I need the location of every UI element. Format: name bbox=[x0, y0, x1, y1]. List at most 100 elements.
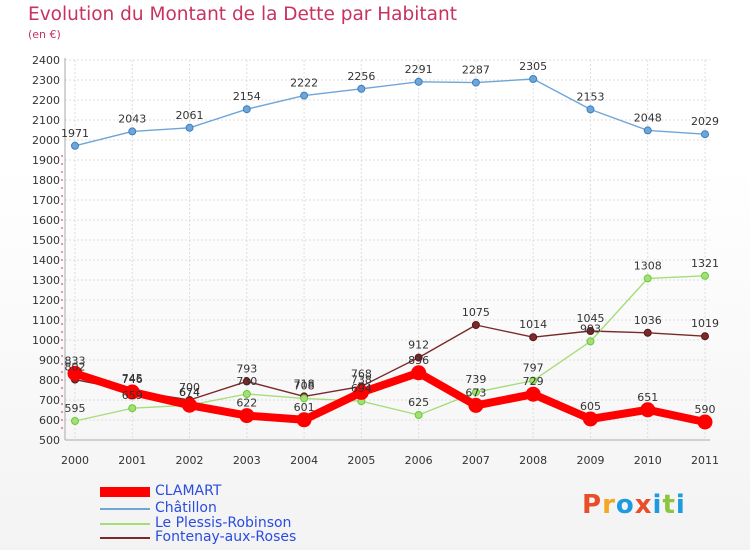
data-point bbox=[525, 386, 541, 402]
data-point bbox=[128, 127, 137, 136]
data-label: 768 bbox=[351, 367, 372, 380]
data-point bbox=[471, 78, 480, 87]
axes bbox=[61, 58, 710, 441]
data-label: 730 bbox=[236, 375, 257, 388]
x-tick-label: 2011 bbox=[691, 454, 719, 467]
x-tick-label: 2006 bbox=[405, 454, 433, 467]
data-label: 700 bbox=[179, 381, 200, 394]
x-tick-label: 2007 bbox=[462, 454, 490, 467]
legend-label: Châtillon bbox=[155, 500, 217, 516]
data-point bbox=[529, 75, 538, 83]
data-label: 729 bbox=[523, 375, 544, 388]
chart-title: Evolution du Montant de la Dette par Hab… bbox=[28, 4, 457, 25]
series-line-0 bbox=[73, 368, 706, 426]
x-tick-label: 2001 bbox=[118, 454, 146, 467]
y-tick-label: 2300 bbox=[32, 74, 60, 87]
data-label: 836 bbox=[408, 354, 429, 367]
data-point bbox=[414, 77, 423, 86]
data-label: 746 bbox=[122, 373, 143, 386]
data-point bbox=[468, 397, 484, 413]
data-label: 993 bbox=[580, 322, 601, 335]
data-label: 674 bbox=[179, 386, 200, 399]
x-tick-label: 2010 bbox=[634, 454, 662, 467]
data-label: 2154 bbox=[233, 90, 261, 103]
data-point bbox=[239, 408, 255, 424]
data-label: 1971 bbox=[61, 127, 89, 140]
data-point bbox=[300, 394, 309, 403]
x-tick-label: 2004 bbox=[290, 454, 318, 467]
data-label: 738 bbox=[351, 373, 372, 386]
data-point bbox=[242, 390, 251, 398]
y-tick-label: 1300 bbox=[32, 274, 60, 287]
series-points bbox=[67, 75, 713, 430]
data-label: 659 bbox=[122, 389, 143, 402]
data-label: 694 bbox=[351, 382, 372, 395]
series-line-1 bbox=[74, 78, 706, 147]
logo-letter: t bbox=[662, 490, 676, 520]
data-point bbox=[353, 384, 369, 400]
series-lines bbox=[73, 78, 706, 426]
data-point bbox=[529, 376, 538, 385]
data-label: 793 bbox=[236, 362, 257, 375]
y-tick-label: 900 bbox=[39, 354, 60, 367]
data-label: 718 bbox=[294, 377, 315, 390]
data-label: 1014 bbox=[519, 318, 547, 331]
legend-label: CLAMART bbox=[155, 483, 222, 499]
logo-letter: o bbox=[615, 490, 635, 520]
data-point bbox=[586, 327, 595, 335]
x-tick-label: 2009 bbox=[576, 454, 604, 467]
legend-label: Fontenay-aux-Roses bbox=[155, 529, 297, 545]
data-label: 1308 bbox=[634, 259, 662, 272]
y-tick-label: 2100 bbox=[32, 114, 60, 127]
data-label: 2153 bbox=[576, 90, 604, 103]
y-tick-label: 2000 bbox=[32, 134, 60, 147]
data-point bbox=[414, 353, 423, 362]
y-tick-label: 600 bbox=[39, 414, 60, 427]
logo-letter: i bbox=[675, 490, 686, 520]
data-point bbox=[128, 404, 137, 413]
logo-letter: x bbox=[634, 490, 653, 520]
data-point bbox=[697, 414, 713, 430]
data-point bbox=[582, 411, 598, 427]
data-label: 2291 bbox=[405, 63, 433, 76]
data-label: 595 bbox=[65, 402, 86, 415]
x-tick-label: 2008 bbox=[519, 454, 547, 467]
data-point bbox=[357, 84, 366, 93]
legend-label: Le Plessis-Robinson bbox=[155, 515, 292, 531]
data-label: 745 bbox=[122, 372, 143, 385]
data-point bbox=[643, 126, 652, 135]
data-point bbox=[471, 321, 480, 329]
data-point bbox=[586, 105, 595, 114]
x-tick-label: 2005 bbox=[347, 454, 375, 467]
data-point bbox=[300, 91, 309, 100]
data-label: 833 bbox=[65, 354, 86, 367]
data-point bbox=[529, 333, 538, 342]
chart-subtitle: (en €) bbox=[28, 28, 61, 41]
data-point bbox=[643, 328, 652, 337]
proxiti-logo: Proxiti bbox=[582, 490, 686, 520]
data-point bbox=[701, 332, 709, 341]
y-tick-label: 1100 bbox=[32, 314, 60, 327]
data-label: 739 bbox=[465, 373, 486, 386]
data-point bbox=[701, 271, 709, 280]
x-tick-label: 2003 bbox=[233, 454, 261, 467]
series-line-3 bbox=[74, 324, 706, 401]
data-point bbox=[296, 412, 312, 428]
data-label: 708 bbox=[294, 379, 315, 392]
data-point bbox=[414, 411, 423, 419]
y-tick-label: 1900 bbox=[32, 154, 60, 167]
y-tick-label: 1700 bbox=[32, 194, 60, 207]
logo-letter: P bbox=[582, 490, 603, 520]
data-point bbox=[643, 274, 652, 283]
y-tick-label: 1600 bbox=[32, 214, 60, 227]
y-axis-labels: 500 600 700 800 900 1000 1100 1200 1300 1400 1500 1… bbox=[32, 54, 60, 447]
data-point bbox=[411, 365, 427, 381]
data-label: 2061 bbox=[176, 109, 204, 122]
data-label: 1045 bbox=[576, 312, 604, 325]
grid bbox=[65, 59, 710, 441]
data-label: 674 bbox=[179, 386, 200, 399]
y-tick-label: 800 bbox=[39, 374, 60, 387]
y-tick-label: 500 bbox=[39, 434, 60, 447]
